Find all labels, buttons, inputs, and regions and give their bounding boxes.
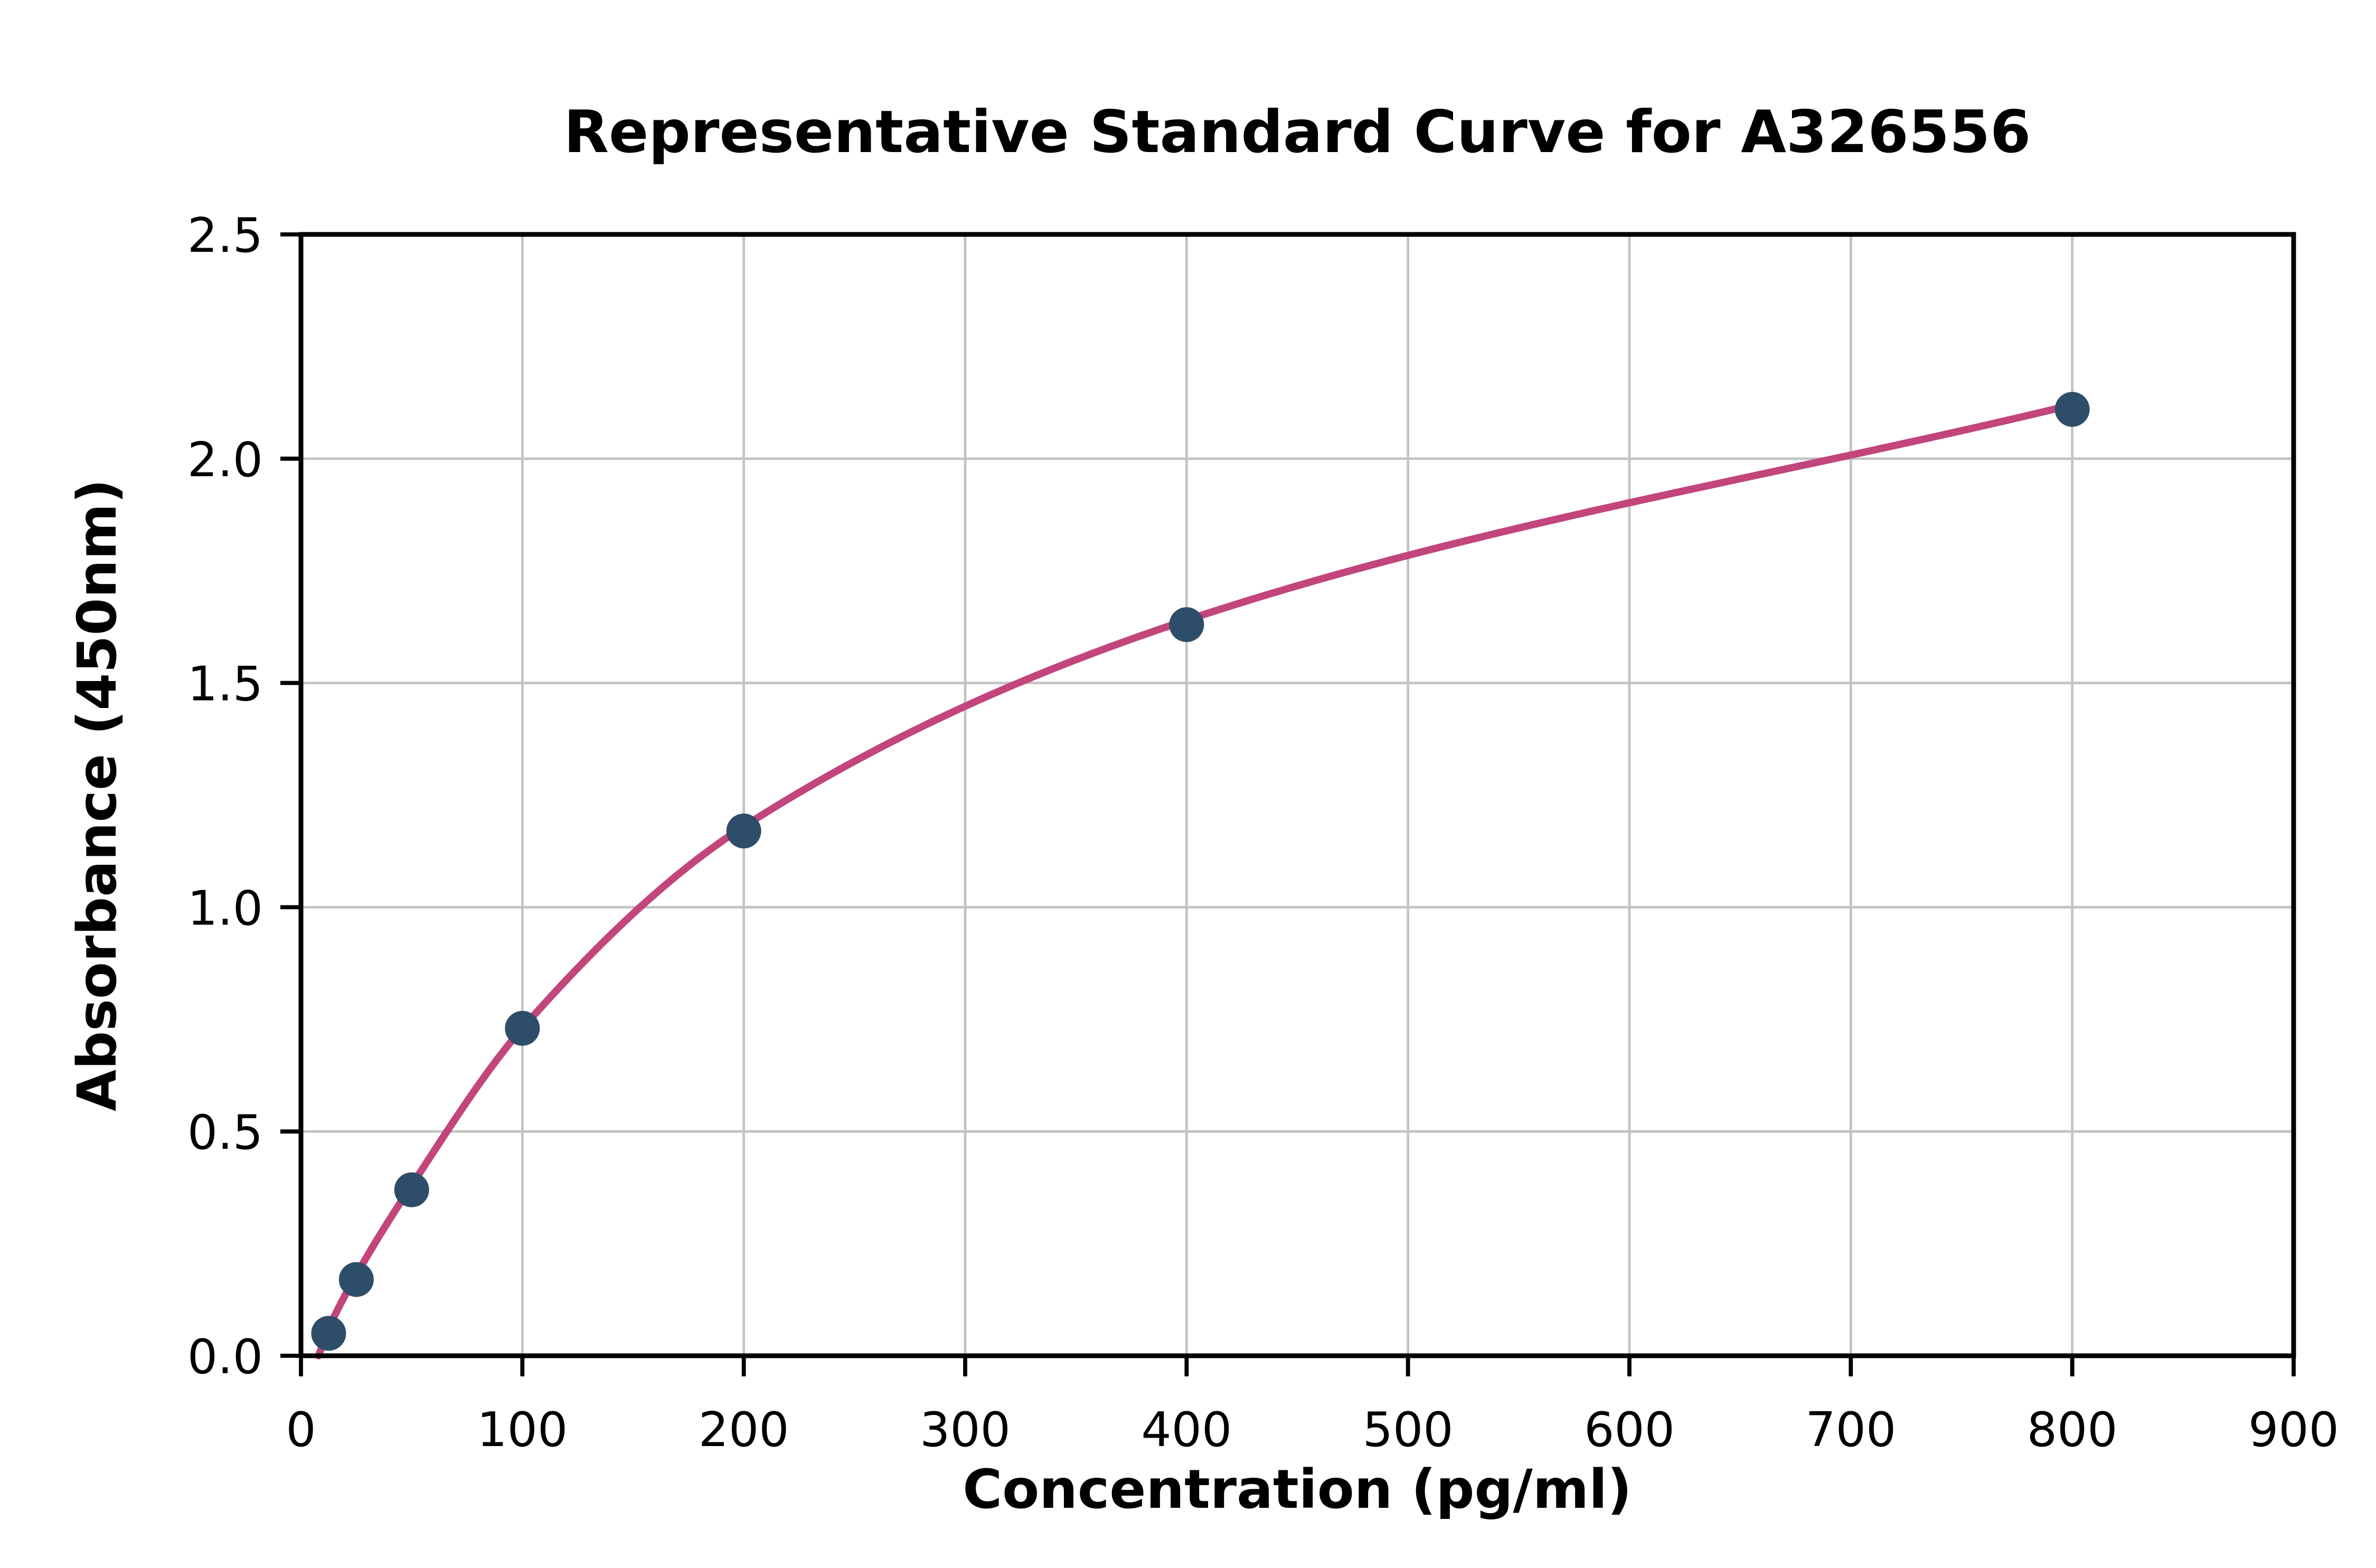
x-tick-label: 900 <box>2248 1402 2339 1458</box>
data-point <box>1169 607 1204 643</box>
fit-curve <box>315 401 2076 1359</box>
x-axis-label: Concentration (pg/ml) <box>963 1458 1632 1521</box>
x-tick-label: 300 <box>920 1402 1011 1458</box>
plot-border <box>298 232 2296 1358</box>
y-axis-label: Absorbance (450nm) <box>66 479 129 1111</box>
data-point <box>2054 392 2090 427</box>
y-tick-label: 1.0 <box>187 881 263 936</box>
data-point <box>338 1262 374 1297</box>
axis-ticks: 0 100 200 300 400 500 600 700 800 900 0.0 0.5 1.0 1.5… <box>187 208 2339 1458</box>
x-tick-label: 600 <box>1584 1402 1675 1458</box>
y-tick-label: 0.5 <box>187 1105 263 1160</box>
data-point <box>726 813 761 848</box>
y-tick-label: 0.0 <box>187 1329 263 1385</box>
x-tick-label: 700 <box>1805 1402 1896 1458</box>
x-tick-label: 100 <box>477 1402 568 1458</box>
x-tick-label: 200 <box>699 1402 789 1458</box>
grid-lines <box>299 233 2295 1357</box>
x-tick-label: 500 <box>1363 1402 1454 1458</box>
y-tick-label: 2.0 <box>187 432 263 488</box>
x-tick-label: 0 <box>286 1402 316 1458</box>
data-point <box>394 1172 429 1207</box>
chart-title: Representative Standard Curve for A32655… <box>564 98 2031 166</box>
x-tick-label: 800 <box>2027 1402 2118 1458</box>
y-tick-label: 1.5 <box>187 657 263 712</box>
x-tick-label: 400 <box>1141 1402 1232 1458</box>
data-points-layer <box>311 392 2090 1351</box>
y-tick-label: 2.5 <box>187 208 263 263</box>
data-point <box>505 1010 540 1046</box>
data-point <box>311 1316 346 1351</box>
fit-curve-layer <box>315 401 2076 1359</box>
